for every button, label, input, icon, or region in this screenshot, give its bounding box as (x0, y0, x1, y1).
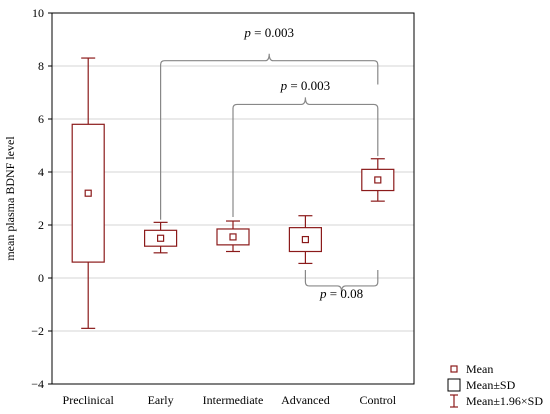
mean-marker (157, 234, 165, 242)
bracket-line (304, 270, 379, 292)
legend-label: Mean±1.96×SD (466, 394, 543, 408)
p-value-label: p = 0.003 (280, 78, 331, 93)
mean-marker (301, 235, 309, 244)
legend-mean-symbol (450, 365, 458, 373)
bracket-intermediate-control: p = 0.003 (232, 78, 379, 218)
box-control (361, 158, 395, 202)
y-tick-label: 4 (38, 165, 44, 179)
y-tick-label: 8 (38, 59, 44, 73)
p-value-label: p = 0.08 (319, 286, 363, 301)
mean-marker (229, 233, 237, 241)
box-intermediate (216, 220, 250, 253)
y-axis-title: mean plasma BDNF level (3, 136, 17, 261)
box-preclinical (71, 57, 105, 329)
x-tick-label: Preclinical (63, 393, 115, 407)
y-tick-label: −4 (31, 377, 44, 391)
axes: −4 −2 0 2 4 6 8 10 Preclinical Early Intermediate A… (31, 6, 415, 407)
p-value-label: p = 0.003 (243, 25, 294, 40)
x-tick-label: Early (148, 393, 174, 407)
x-tick-label: Control (359, 393, 396, 407)
legend-item-square: Mean (450, 362, 493, 376)
box-advanced (288, 215, 322, 265)
plot-frame (51, 12, 415, 385)
legend-sd-symbol (447, 378, 461, 392)
y-tick-label: 0 (38, 271, 44, 285)
y-tick-label: −2 (31, 324, 44, 338)
y-tick-label: 10 (32, 6, 44, 20)
bracket-advanced-control: p = 0.08 (304, 270, 379, 301)
legend-item-whisker: Mean±1.96×SD (450, 394, 543, 408)
legend-label: Mean±SD (466, 378, 516, 392)
y-tick-label: 6 (38, 112, 44, 126)
x-tick-label: Intermediate (203, 393, 264, 407)
legend-item-box: Mean±SD (447, 378, 516, 392)
y-tick-label: 2 (38, 218, 44, 232)
box-early (144, 221, 178, 254)
mean-marker (374, 176, 382, 184)
legend-label: Mean (466, 362, 493, 376)
significance-brackets: p = 0.003 p = 0.003 p = 0.08 (160, 25, 379, 301)
bracket-early-control: p = 0.003 (160, 25, 379, 220)
bracket-line (160, 53, 379, 220)
mean-marker (84, 189, 92, 197)
plot-area (71, 57, 395, 329)
x-tick-label: Advanced (281, 393, 330, 407)
bracket-line (232, 97, 379, 218)
legend: Mean Mean±SD Mean±1.96×SD (447, 362, 543, 408)
